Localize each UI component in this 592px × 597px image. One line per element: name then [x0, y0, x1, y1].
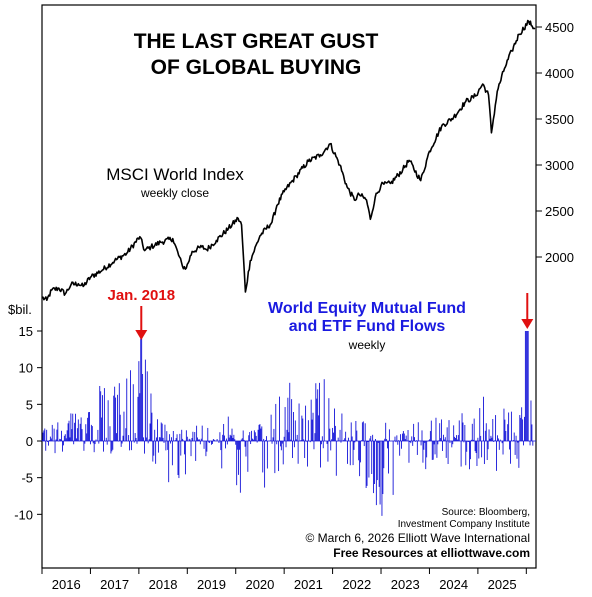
chart-title-line-1: THE LAST GREAT GUST — [134, 30, 379, 53]
annotations: Jan. 2018 — [108, 287, 534, 340]
flows-y-tick-label: 5 — [26, 397, 33, 412]
x-tick-label: 2023 — [391, 577, 420, 592]
flows-y-label: $bil. — [8, 302, 32, 317]
flows-subtitle: weekly — [348, 338, 386, 352]
annotation-arrow-jan-2018 — [135, 306, 148, 340]
source-line-2: Investment Company Institute — [398, 519, 531, 530]
x-tick-label: 2024 — [439, 577, 468, 592]
flows-y-tick-label: 15 — [19, 324, 33, 339]
x-tick-label: 2019 — [197, 577, 226, 592]
index-y-tick-label: 3000 — [545, 158, 574, 173]
flows-bars — [41, 331, 536, 516]
flows-y-tick-label: -5 — [21, 471, 33, 486]
flows-title-line-1: World Equity Mutual Fund — [268, 300, 466, 317]
flows-y-tick-label: 10 — [19, 361, 33, 376]
annotation-arrow-2026 — [521, 293, 534, 329]
plot-frame — [41, 4, 537, 569]
x-tick-label: 2022 — [342, 577, 371, 592]
flows-title-line-2: and ETF Fund Flows — [289, 318, 446, 335]
x-tick-label: 2018 — [149, 577, 178, 592]
flows-y-tick-label: -10 — [14, 507, 33, 522]
chart-title-line-2: OF GLOBAL BUYING — [151, 56, 362, 79]
x-tick-label: 2017 — [100, 577, 129, 592]
index-y-tick-label: 2000 — [545, 250, 574, 265]
flows-y-axis: -10 -5 0 5 10 15 — [14, 324, 42, 522]
index-y-tick-label: 2500 — [545, 204, 574, 219]
source-line-1: Source: Bloomberg, — [442, 507, 530, 518]
index-series-label: MSCI World Index — [106, 165, 244, 184]
index-y-tick-label: 3500 — [545, 112, 574, 127]
index-y-tick-label: 4500 — [545, 20, 574, 35]
resources-line: Free Resources at elliottwave.com — [333, 546, 530, 560]
index-series-sublabel: weekly close — [140, 186, 209, 200]
x-tick-label: 2025 — [488, 577, 517, 592]
x-tick-label: 2021 — [294, 577, 323, 592]
annotation-arrow-head — [135, 330, 148, 340]
index-y-tick-label: 4000 — [545, 66, 574, 81]
x-axis: 2016 2017 2018 2019 2020 2021 2022 2023 2024 2025 — [41, 568, 527, 592]
index-y-axis: 2000 2500 3000 3500 4000 4500 — [536, 20, 574, 265]
index-line — [41, 19, 536, 302]
x-tick-label: 2016 — [52, 577, 81, 592]
x-tick-label: 2020 — [245, 577, 274, 592]
copyright-line: © March 6, 2026 Elliott Wave Internation… — [305, 531, 530, 545]
annotation-arrow-head — [521, 319, 534, 329]
annotation-jan-2018: Jan. 2018 — [108, 287, 176, 304]
flows-y-tick-label: 0 — [26, 434, 33, 449]
